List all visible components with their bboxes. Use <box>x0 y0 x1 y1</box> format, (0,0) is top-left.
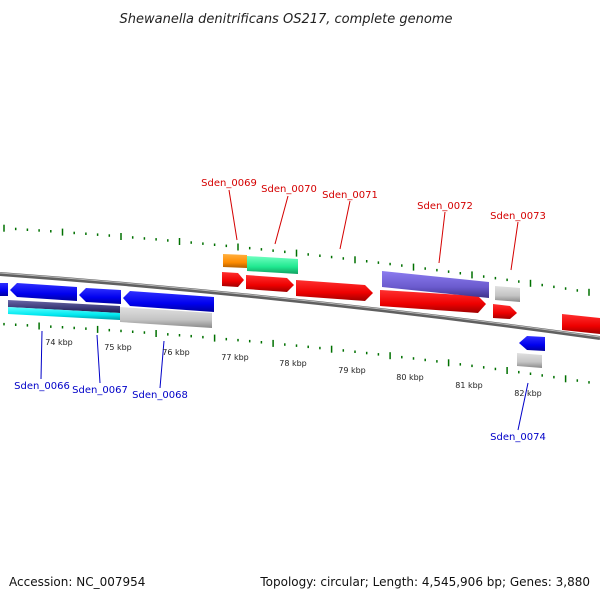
ruler-label: 78 kbp <box>279 359 307 368</box>
forward-cds <box>246 275 294 292</box>
reverse-cds <box>519 336 545 351</box>
gene-label-sden-0066: Sden_0066 <box>14 381 70 392</box>
gene-label-sden-0070: Sden_0070 <box>261 184 317 195</box>
feature-bar-cyan <box>8 307 120 320</box>
forward-cds <box>380 290 486 313</box>
feature-bar-gray <box>517 353 542 368</box>
gene-label-sden-0069: Sden_0069 <box>201 178 257 189</box>
accession-text: Accession: NC_007954 <box>9 575 145 589</box>
ruler-labels: 74 kbp 75 kbp 76 kbp 77 kbp 78 kbp 79 kb… <box>45 338 542 398</box>
reverse-cds <box>10 283 77 301</box>
topology-text: Topology: circular; Length: 4,545,906 bp… <box>259 575 590 589</box>
ruler-label: 74 kbp <box>45 338 73 347</box>
genome-backbone-highlight <box>0 272 600 338</box>
feature-bar-gray <box>120 307 212 328</box>
gene-label-sden-0073: Sden_0073 <box>490 211 546 222</box>
ruler-label: 77 kbp <box>221 353 249 362</box>
feature-bar-mint <box>247 256 298 274</box>
feature-bar-gray <box>495 286 520 302</box>
reverse-gene-labels: Sden_0066 Sden_0067 Sden_0068 Sden_0074 <box>14 381 546 443</box>
map-title: Shewanella denitrificans OS217, complete… <box>120 12 453 27</box>
outer-tick-ruler <box>3 224 590 296</box>
forward-cds <box>493 304 517 319</box>
ruler-label: 76 kbp <box>162 348 190 357</box>
label-leader-lines <box>40 189 529 431</box>
gene-label-sden-0072: Sden_0072 <box>417 201 473 212</box>
feature-bar-orange <box>223 254 247 268</box>
reverse-cds <box>123 291 214 312</box>
ruler-label: 79 kbp <box>338 366 366 375</box>
reverse-cds-edge <box>0 283 8 296</box>
feature-bar-purple <box>382 271 489 298</box>
inner-tick-ruler <box>3 322 590 384</box>
gene-label-sden-0068: Sden_0068 <box>132 390 188 401</box>
reverse-cds <box>79 288 121 304</box>
feature-bar-navy <box>8 300 120 313</box>
genome-backbone <box>0 272 600 340</box>
ruler-label: 75 kbp <box>104 343 132 352</box>
gene-label-sden-0071: Sden_0071 <box>322 190 378 201</box>
gene-label-sden-0067: Sden_0067 <box>72 385 128 396</box>
forward-cds <box>222 272 244 287</box>
ruler-label: 80 kbp <box>396 373 424 382</box>
ruler-label: 81 kbp <box>455 381 483 390</box>
ruler-label: 82 kbp <box>514 389 542 398</box>
forward-cds-edge <box>562 314 600 334</box>
gene-label-sden-0074: Sden_0074 <box>490 432 546 443</box>
forward-cds <box>296 280 373 301</box>
forward-gene-labels: Sden_0069 Sden_0070 Sden_0071 Sden_0072 … <box>201 178 546 222</box>
